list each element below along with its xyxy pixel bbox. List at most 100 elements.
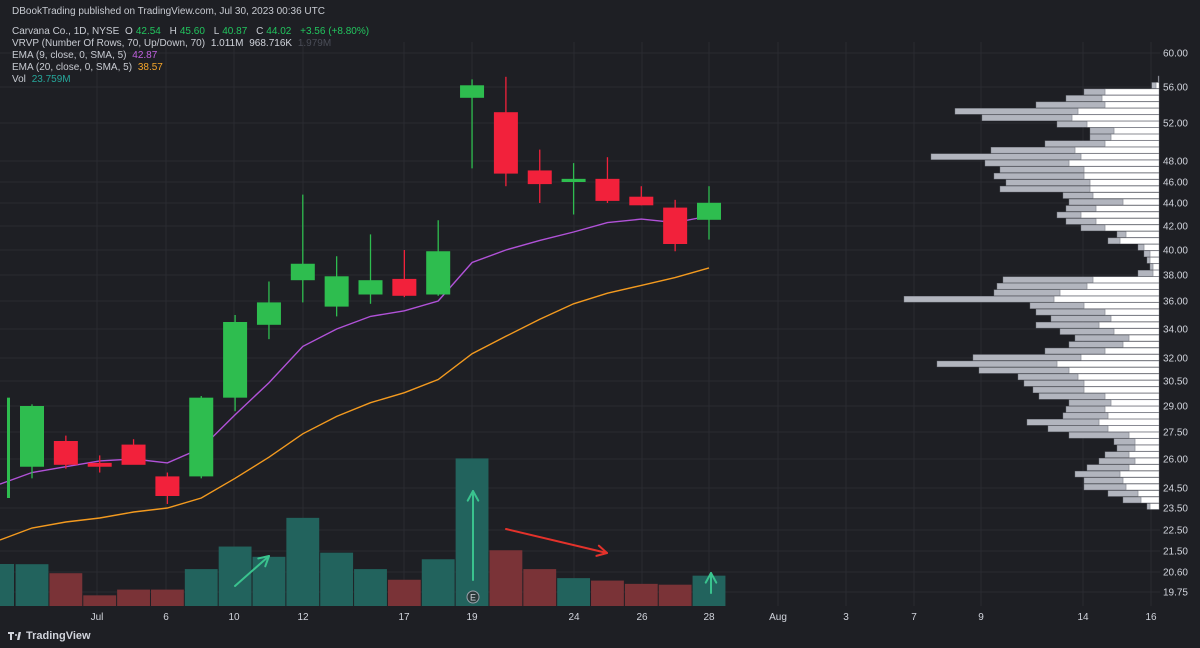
volume-profile-up-bar: [1104, 101, 1160, 108]
volume-profile-up-bar: [1125, 483, 1160, 491]
volume-profile-up-bar: [1086, 283, 1160, 290]
candle-body: [290, 263, 315, 281]
volume-bar: [421, 559, 455, 606]
ema9-legend[interactable]: EMA (9, close, 0, SMA, 5) 42.87: [12, 50, 160, 61]
volume-bars: [0, 458, 726, 606]
candle-body: [527, 170, 552, 185]
ema9-value: 42.87: [132, 50, 158, 61]
volume-profile-up-bar: [1119, 237, 1160, 245]
volume-profile-up-bar: [1083, 386, 1160, 394]
volume-profile-down-bar: [903, 296, 1055, 303]
volume-profile-up-bar: [1149, 257, 1160, 264]
grid: [0, 42, 1160, 606]
volume-profile-down-bar: [936, 360, 1058, 368]
time-axis[interactable]: Jul 6 10 12 17 19 24 26 28 Aug 3 7 9 14 16: [91, 612, 1157, 623]
volume-profile-up-bar: [1155, 82, 1160, 89]
ohlc-change: +3.56 (+8.80%): [300, 26, 370, 37]
volume-profile-down-bar: [1116, 231, 1127, 238]
volume-value: 23.759M: [31, 74, 71, 85]
volume-profile-down-bar: [1143, 250, 1151, 257]
volume-label: Vol: [12, 74, 26, 85]
volume-bar: [591, 580, 624, 606]
candle-body: [561, 178, 586, 182]
tradingview-logo-icon: [8, 631, 22, 641]
symbol-title[interactable]: Carvana Co., 1D, NYSE: [12, 26, 120, 37]
volume-profile-down-bar: [984, 160, 1070, 167]
volume-bar: [252, 556, 286, 606]
volume-profile-down-bar: [1047, 425, 1109, 432]
vrvp-legend[interactable]: VRVP (Number Of Rows, 70, Up/Down, 70) 1…: [12, 38, 334, 49]
volume-profile-up-bar: [1092, 276, 1160, 283]
time-tick-label: 28: [703, 612, 715, 623]
volume-profile-down-bar: [1062, 412, 1109, 419]
volume-profile-down-bar: [1113, 438, 1136, 445]
time-tick-label: Jul: [91, 612, 104, 623]
volume-bar: [692, 575, 726, 606]
volume-profile-up-bar: [1068, 367, 1160, 374]
time-tick-label: 17: [398, 612, 410, 623]
volume-profile-up-bar: [1095, 205, 1160, 212]
ema20-legend[interactable]: EMA (20, close, 0, SMA, 5) 38.57: [12, 62, 166, 73]
price-axis[interactable]: 60.00 56.00 52.00 48.00 46.00 44.00 42.00 40.00…: [1163, 49, 1188, 599]
volume-bar: [49, 573, 83, 606]
candle-body: [324, 276, 349, 307]
time-tick-label: 7: [911, 612, 917, 623]
volume-profile-down-bar: [1026, 419, 1100, 426]
volume-profile-down-bar: [1056, 211, 1082, 219]
ema20-label: EMA (20, close, 0, SMA, 5): [12, 62, 133, 73]
volume-profile-down-bar: [1074, 334, 1130, 342]
earnings-letter: E: [470, 593, 476, 603]
volume-bar: [658, 584, 692, 606]
volume-profile-up-bar: [1077, 373, 1160, 381]
volume-profile-up-bar: [1125, 231, 1160, 238]
ohlc-low: L 40.87: [213, 26, 248, 37]
volume-profile-up-bar: [1083, 302, 1160, 309]
tradingview-logo[interactable]: TradingView: [8, 630, 91, 642]
volume-profile-down-bar: [1137, 270, 1154, 277]
volume-profile-down-bar: [1056, 121, 1088, 128]
volume-bar: [489, 550, 523, 606]
volume-profile-down-bar: [1068, 432, 1130, 439]
volume-legend[interactable]: Vol 23.759M: [12, 74, 74, 85]
arrow-up-volume-icon-head: [257, 555, 270, 568]
candle-body: [223, 322, 248, 398]
candle-body: [460, 85, 485, 98]
volume-profile-up-bar: [1128, 432, 1160, 439]
price-tick-label: 38.00: [1163, 271, 1188, 282]
volume-profile-up-bar: [1110, 134, 1160, 141]
volume-profile-up-bar: [1143, 244, 1160, 251]
volume-profile-up-bar: [1110, 315, 1160, 322]
candle-body: [155, 476, 180, 496]
volume-profile-up-bar: [1134, 438, 1160, 445]
volume-profile-up-bar: [1092, 192, 1160, 199]
volume-profile-down-bar: [1107, 237, 1121, 245]
volume-profile-up-bar: [1083, 172, 1160, 180]
volume-profile-down-bar: [1089, 127, 1115, 134]
volume-bar: [320, 552, 354, 606]
time-tick-label: 12: [297, 612, 309, 623]
volume-profile-down-bar: [1035, 101, 1106, 108]
candle-body: [629, 196, 654, 206]
price-tick-label: 60.00: [1163, 49, 1188, 60]
time-tick-label: 24: [568, 612, 580, 623]
candle-body: [663, 207, 688, 244]
volume-profile-down-bar: [1032, 386, 1085, 394]
arrow-down-trend-icon-head: [595, 544, 608, 557]
volume-profile-up-bar: [1110, 399, 1160, 406]
volume-profile-up-bar: [1056, 360, 1160, 368]
volume-profile-down-bar: [1074, 470, 1121, 478]
volume-profile-down-bar: [1035, 321, 1100, 329]
volume-profile-down-bar: [981, 114, 1073, 121]
volume-profile-up-bar: [1068, 160, 1160, 167]
volume-profile-up-bar: [1071, 114, 1160, 121]
candle-body: [595, 178, 620, 201]
annotations: E: [234, 490, 718, 604]
volume-profile-up-bar: [1104, 88, 1160, 96]
candles: [7, 76, 721, 504]
arrow-up-earnings-icon-head: [466, 490, 480, 502]
volume-profile-up-bar: [1104, 406, 1160, 413]
ema20-value: 38.57: [137, 62, 163, 73]
candle-body: [121, 444, 146, 465]
price-tick-label: 24.50: [1163, 484, 1188, 495]
volume-profile-down-bar: [1005, 179, 1091, 186]
